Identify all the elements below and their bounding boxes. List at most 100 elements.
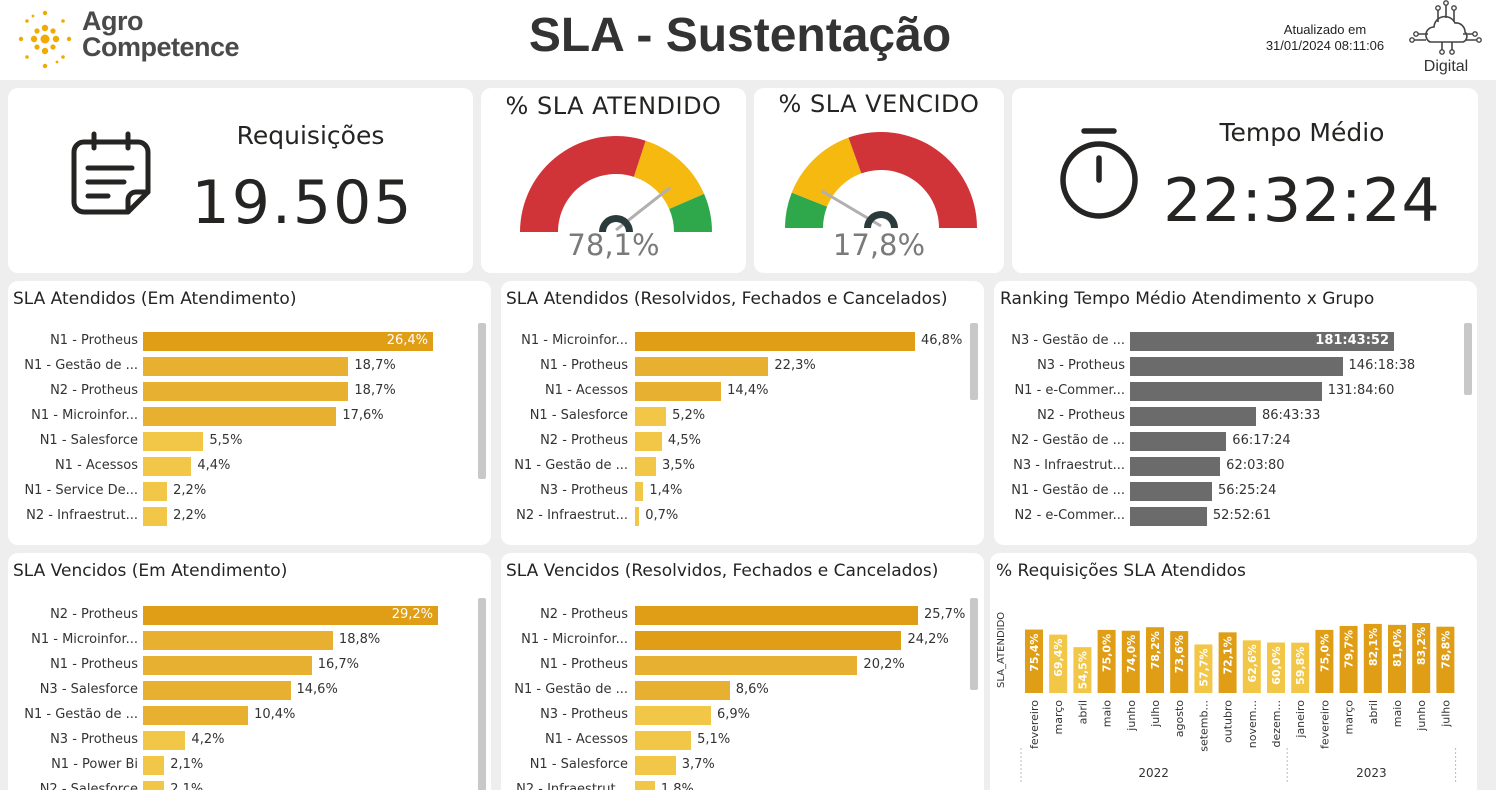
bar-row[interactable]: N1 - Protheus 16,7%	[8, 653, 478, 678]
bar-row[interactable]: N1 - Protheus 26,4%	[8, 329, 478, 354]
bar[interactable]	[635, 507, 640, 526]
bar[interactable]	[143, 332, 433, 351]
column-bar[interactable]	[1315, 629, 1334, 693]
bar[interactable]	[635, 781, 655, 790]
column-bar[interactable]	[1049, 634, 1068, 693]
bar-row[interactable]: N2 - Protheus 18,7%	[8, 379, 478, 404]
column-bar[interactable]	[1412, 623, 1431, 693]
column-bar[interactable]	[1363, 623, 1382, 693]
bar[interactable]	[1130, 507, 1207, 526]
bar-row[interactable]: N3 - Infraestrut... 62:03:80	[994, 454, 1464, 479]
bar[interactable]	[635, 482, 644, 501]
bar-row[interactable]: N2 - Gestão de ... 66:17:24	[994, 429, 1464, 454]
scrollbar[interactable]	[970, 323, 978, 400]
column-bar[interactable]	[1339, 625, 1358, 693]
column-bar[interactable]	[1073, 647, 1092, 693]
bar-row[interactable]: N1 - Microinfor... 17,6%	[8, 404, 478, 429]
column-bar[interactable]	[1218, 632, 1237, 693]
bar[interactable]	[143, 706, 249, 725]
bar-row[interactable]: N1 - Power Bi 2,1%	[8, 753, 478, 778]
bar-row[interactable]: N1 - Gestão de ... 8,6%	[501, 678, 971, 703]
bar-row[interactable]: N2 - e-Commer... 52:52:61	[994, 504, 1464, 529]
bar[interactable]	[143, 357, 349, 376]
bar[interactable]	[143, 507, 168, 526]
bar-row[interactable]: N2 - Protheus 29,2%	[8, 603, 478, 628]
bar-row[interactable]: N2 - Infraestrut... 1,8%	[501, 778, 971, 790]
bar-row[interactable]: N1 - Acessos 4,4%	[8, 454, 478, 479]
column-bar[interactable]	[1436, 626, 1455, 693]
column-bar[interactable]	[1025, 629, 1043, 693]
column-bar[interactable]	[1194, 644, 1213, 693]
scrollbar[interactable]	[1464, 323, 1472, 395]
bar-row[interactable]: N1 - e-Commer... 131:84:60	[994, 379, 1464, 404]
bar-row[interactable]: N1 - Gestão de ... 3,5%	[501, 454, 971, 479]
bar-row[interactable]: N1 - Acessos 5,1%	[501, 728, 971, 753]
bar-row[interactable]: N1 - Gestão de ... 10,4%	[8, 703, 478, 728]
bar[interactable]	[1130, 482, 1212, 501]
bar[interactable]	[635, 681, 730, 700]
bar-row[interactable]: N2 - Protheus 86:43:33	[994, 404, 1464, 429]
column-bar[interactable]	[1170, 631, 1189, 693]
bar-row[interactable]: N3 - Protheus 146:18:38	[994, 354, 1464, 379]
bar-row[interactable]: N1 - Protheus 20,2%	[501, 653, 971, 678]
bar[interactable]	[143, 606, 438, 625]
bar-row[interactable]: N1 - Salesforce 5,5%	[8, 429, 478, 454]
bar[interactable]	[1130, 407, 1256, 426]
bar-row[interactable]: N1 - Protheus 22,3%	[501, 354, 971, 379]
bar-row[interactable]: N1 - Microinfor... 46,8%	[501, 329, 971, 354]
column-bar[interactable]	[1291, 642, 1310, 693]
bar-row[interactable]: N1 - Microinfor... 24,2%	[501, 628, 971, 653]
bar[interactable]	[143, 756, 165, 775]
bar[interactable]	[1130, 332, 1394, 351]
bar[interactable]	[143, 482, 168, 501]
column-bar[interactable]	[1242, 640, 1261, 693]
bar[interactable]	[143, 631, 333, 650]
bar[interactable]	[143, 407, 337, 426]
bar[interactable]	[635, 631, 902, 650]
bar-row[interactable]: N2 - Protheus 25,7%	[501, 603, 971, 628]
bar[interactable]	[635, 432, 662, 451]
bar[interactable]	[1130, 357, 1343, 376]
column-bar[interactable]	[1267, 642, 1285, 693]
scrollbar[interactable]	[478, 323, 486, 479]
bar-row[interactable]: N2 - Protheus 4,5%	[501, 429, 971, 454]
bar[interactable]	[143, 681, 291, 700]
bar[interactable]	[143, 457, 192, 476]
scrollbar[interactable]	[970, 598, 978, 690]
column-bar[interactable]	[1146, 627, 1164, 693]
bar-row[interactable]: N1 - Microinfor... 18,8%	[8, 628, 478, 653]
bar[interactable]	[143, 432, 204, 451]
bar[interactable]	[1130, 382, 1322, 401]
bar-row[interactable]: N1 - Gestão de ... 56:25:24	[994, 479, 1464, 504]
column-bar[interactable]	[1388, 624, 1406, 693]
bar-row[interactable]: N1 - Service De... 2,2%	[8, 479, 478, 504]
bar-row[interactable]: N3 - Protheus 6,9%	[501, 703, 971, 728]
bar-row[interactable]: N3 - Protheus 1,4%	[501, 479, 971, 504]
scrollbar[interactable]	[478, 598, 486, 790]
bar-row[interactable]: N3 - Gestão de ... 181:43:52	[994, 329, 1464, 354]
bar[interactable]	[635, 407, 667, 426]
bar[interactable]	[635, 656, 858, 675]
bar[interactable]	[635, 606, 918, 625]
bar-row[interactable]: N1 - Acessos 14,4%	[501, 379, 971, 404]
bar[interactable]	[143, 781, 165, 790]
bar[interactable]	[635, 382, 722, 401]
bar-row[interactable]: N1 - Salesforce 3,7%	[501, 753, 971, 778]
bar-row[interactable]: N2 - Infraestrut... 2,2%	[8, 504, 478, 529]
bar[interactable]	[143, 382, 349, 401]
bar[interactable]	[1130, 457, 1221, 476]
column-bar[interactable]	[1121, 630, 1140, 693]
bar[interactable]	[635, 357, 769, 376]
bar[interactable]	[1130, 432, 1227, 451]
bar[interactable]	[635, 332, 915, 351]
bar[interactable]	[635, 756, 676, 775]
bar-row[interactable]: N3 - Protheus 4,2%	[8, 728, 478, 753]
bar-row[interactable]: N3 - Salesforce 14,6%	[8, 678, 478, 703]
bar[interactable]	[143, 731, 186, 750]
bar-row[interactable]: N2 - Salesforce 2,1%	[8, 778, 478, 790]
bar-row[interactable]: N1 - Gestão de ... 18,7%	[8, 354, 478, 379]
bar[interactable]	[635, 706, 711, 725]
bar-row[interactable]: N1 - Salesforce 5,2%	[501, 404, 971, 429]
bar[interactable]	[635, 457, 656, 476]
bar-row[interactable]: N2 - Infraestrut... 0,7%	[501, 504, 971, 529]
